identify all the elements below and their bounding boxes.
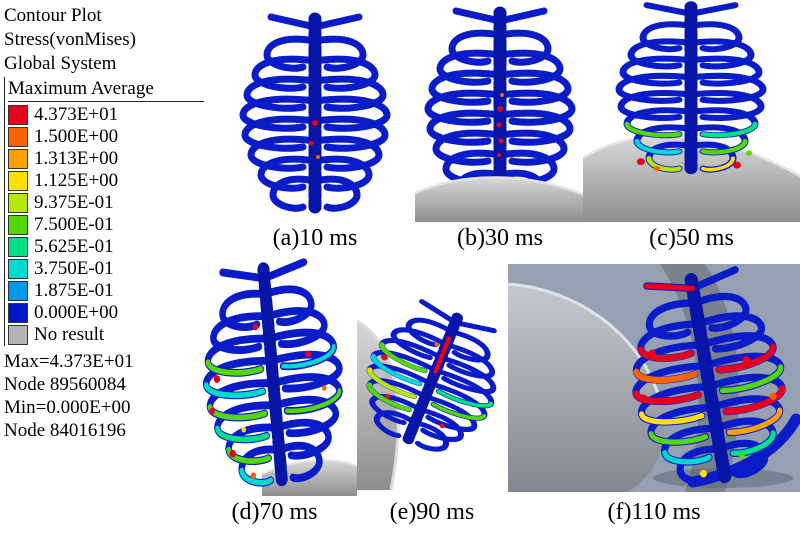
scale-color-swatch: [8, 127, 28, 147]
stress-contours: [632, 283, 786, 478]
legend-scale-row-noresult: No result: [8, 324, 204, 346]
caption-e: (e)90 ms: [389, 499, 475, 525]
legend-scale-row: 1.313E+00: [8, 148, 204, 170]
legend-scale-row: 1.125E+00: [8, 170, 204, 192]
ground-surface: [583, 135, 800, 222]
scale-value-label: 1.313E+00: [34, 148, 119, 169]
stress-hotspots: [496, 93, 504, 157]
legend-scale-row: 5.625E-01: [8, 236, 204, 258]
stat-max: Max=4.373E+01: [4, 351, 134, 372]
stat-min-node: Node 84016196: [4, 420, 126, 441]
legend-scale-row: 0.000E+00: [8, 302, 204, 324]
legend-scale-row: 7.500E-01: [8, 214, 204, 236]
caption-c: (c)50 ms: [649, 225, 734, 251]
scale-color-swatch: [8, 105, 28, 125]
legend-scale-row: 3.750E-01: [8, 258, 204, 280]
stat-max-node: Node 89560084: [4, 374, 126, 395]
caption-f: (f)110 ms: [607, 499, 701, 525]
legend-system: Global System: [4, 53, 117, 74]
caption-b: (b)30 ms: [457, 225, 543, 251]
scale-color-swatch: [8, 215, 28, 235]
scale-value-label: 1.500E+00: [34, 126, 119, 147]
legend-scale-row: 9.375E-01: [8, 192, 204, 214]
ribcage-render-50ms: [583, 0, 800, 222]
legend-stats: Max=4.373E+01 Node 89560084 Min=0.000E+0…: [4, 350, 212, 442]
scale-value-label: No result: [34, 324, 105, 345]
scale-color-swatch: [8, 325, 28, 345]
ribcage-render-30ms: [415, 3, 585, 222]
scale-value-label: 1.125E+00: [34, 170, 119, 191]
scale-color-swatch: [8, 281, 28, 301]
scale-color-swatch: [8, 259, 28, 279]
legend-title: Contour Plot: [4, 5, 102, 26]
caption-d: (d)70 ms: [231, 499, 318, 525]
scale-value-label: 4.373E+01: [34, 104, 119, 125]
scale-value-label: 3.750E-01: [34, 258, 114, 279]
caption-a: (a)10 ms: [272, 225, 358, 251]
ribcage-render-70ms: [192, 258, 357, 496]
ribcage-render-90ms: [357, 277, 507, 490]
legend-averaging: Maximum Average: [8, 78, 154, 99]
stress-contours: [624, 121, 758, 172]
panel-e-90ms: [357, 277, 507, 490]
stat-min: Min=0.000E+00: [4, 397, 131, 418]
panel-d-70ms: [192, 258, 357, 496]
ribcage-render-10ms: [215, 5, 415, 220]
legend-scale-row: 1.500E+00: [8, 126, 204, 148]
scale-value-label: 7.500E-01: [34, 214, 114, 235]
ground-surface: [415, 176, 585, 222]
scale-color-swatch: [8, 193, 28, 213]
legend-scale-row: 1.875E-01: [8, 280, 204, 302]
legend-colorbar: 4.373E+01 1.500E+00 1.313E+00 1.125E+00 …: [8, 101, 204, 346]
scale-value-label: 9.375E-01: [34, 192, 114, 213]
stress-contours: [203, 323, 342, 486]
stress-hotspots: [308, 120, 320, 159]
panel-c-50ms: [583, 0, 800, 222]
scale-color-swatch: [8, 303, 28, 323]
legend-result-type: Stress(vonMises): [4, 29, 136, 50]
stress-contours: [366, 336, 494, 429]
panel-f-110ms: [508, 264, 800, 492]
panel-b-30ms: [415, 3, 585, 222]
scale-value-label: 1.875E-01: [34, 280, 114, 301]
legend-colorbar-box: Maximum Average 4.373E+01 1.500E+00 1.31…: [4, 77, 212, 346]
contour-legend: Contour Plot Stress(vonMises) Global Sys…: [4, 4, 212, 442]
scale-value-label: 0.000E+00: [34, 302, 119, 323]
legend-scale-row: 4.373E+01: [8, 104, 204, 126]
panel-a-10ms: [215, 5, 415, 220]
ribcage-render-110ms: [508, 264, 800, 492]
scale-color-swatch: [8, 171, 28, 191]
scale-color-swatch: [8, 237, 28, 257]
scale-value-label: 5.625E-01: [34, 236, 114, 257]
scale-color-swatch: [8, 149, 28, 169]
